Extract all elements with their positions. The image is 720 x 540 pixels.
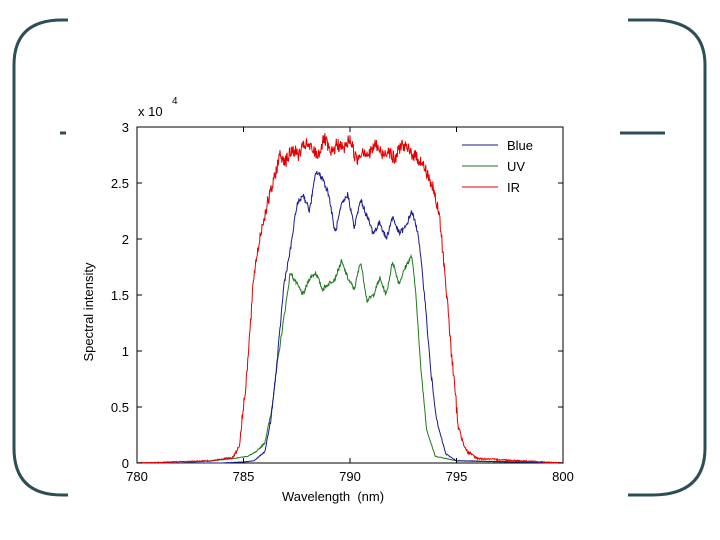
- y-tick-label: 1.5: [111, 288, 129, 303]
- y-multiplier-base: x 10: [138, 104, 163, 119]
- y-axis-ticks: 0 0.5 1 1.5 2 2.5 3: [111, 120, 563, 471]
- legend-label-uv: UV: [507, 159, 525, 174]
- x-tick-label: 790: [339, 469, 361, 484]
- plot-area: [136, 126, 564, 464]
- series-layer: [136, 133, 564, 464]
- frame-right-bracket: [628, 18, 707, 497]
- y-axis-label: Spectral intensity: [81, 262, 96, 361]
- series-line-blue: [136, 170, 564, 464]
- frame-left-bracket: [12, 18, 68, 497]
- y-multiplier-exponent: 4: [172, 96, 178, 107]
- y-tick-label: 2.5: [111, 176, 129, 191]
- legend-label-blue: Blue: [507, 138, 533, 153]
- y-tick-label: 1: [122, 344, 129, 359]
- y-tick-label: 0.5: [111, 400, 129, 415]
- x-axis-label: Wavelength (nm): [282, 489, 384, 504]
- x-tick-label: 785: [233, 469, 255, 484]
- y-tick-label: 0: [122, 456, 129, 471]
- series-line-ir: [136, 133, 564, 464]
- legend: Blue UV IR: [462, 138, 533, 195]
- y-tick-label: 2: [122, 232, 129, 247]
- x-axis-ticks: 780 785 790 795 800: [126, 127, 574, 484]
- y-tick-label: 3: [122, 120, 129, 135]
- x-tick-label: 800: [552, 469, 574, 484]
- x-tick-label: 795: [446, 469, 468, 484]
- x-tick-label: 780: [126, 469, 148, 484]
- legend-label-ir: IR: [507, 180, 520, 195]
